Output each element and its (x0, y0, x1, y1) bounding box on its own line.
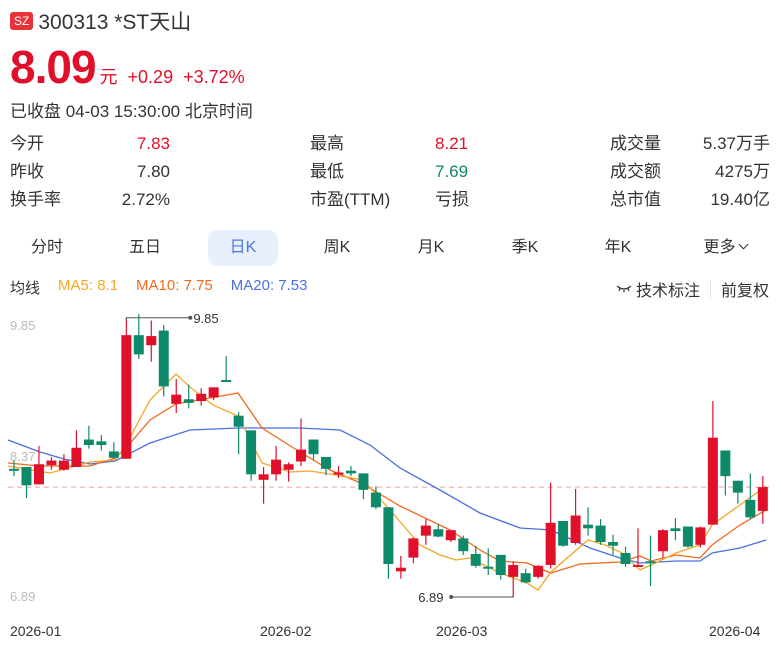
stat-value: 5.37万手 (702, 134, 770, 153)
stock-title-row: SZ 300313 *ST天山 (10, 8, 191, 34)
x-tick-feb: 2026-02 (260, 623, 312, 639)
divider (709, 280, 711, 298)
price-unit: 元 (99, 67, 118, 87)
ma10-value: MA10: 7.75 (136, 277, 213, 294)
stat-value: 2.72% (121, 190, 170, 209)
tab-yearly-k[interactable]: 年K (604, 239, 632, 256)
annotate-label: 技术标注 (635, 283, 700, 300)
x-tick-apr: 2026-04 (709, 623, 761, 639)
svg-text:6.89: 6.89 (418, 590, 443, 605)
tab-quarterly-k[interactable]: 季K (511, 239, 539, 256)
y-tick-min: 6.89 (10, 589, 36, 604)
tab-monthly-k[interactable]: 月K (417, 239, 445, 256)
period-tabs: 分时 五日 日K 周K 月K 季K 年K 更多 (0, 230, 781, 268)
x-tick-jan: 2026-01 (10, 623, 62, 639)
ma-title: 均线 (10, 280, 41, 297)
ma5-value: MA5: 8.1 (58, 277, 119, 294)
stat-label: 成交量 (610, 134, 661, 153)
tab-more[interactable]: 更多 (690, 230, 760, 266)
stat-label: 最低 (310, 162, 344, 181)
tab-more-label: 更多 (703, 239, 736, 256)
tab-five-day[interactable]: 五日 (128, 239, 161, 256)
stat-label: 市盈(TTM) (310, 190, 391, 209)
stat-value: 7.83 (136, 134, 170, 153)
stat-value: 8.21 (435, 134, 469, 153)
stat-label: 今开 (10, 134, 44, 153)
stat-value: 亏损 (435, 190, 469, 209)
market-status: 已收盘 04-03 15:30:00 北京时间 (10, 102, 253, 121)
stock-title: 300313 *ST天山 (38, 11, 192, 34)
ma-legend: 均线 MA5: 8.1 MA10: 7.75 MA20: 7.53 (10, 277, 325, 298)
chart-tools: 技术标注 前复权 (616, 277, 769, 301)
ma20-value: MA20: 7.53 (230, 277, 308, 294)
stat-label: 总市值 (610, 190, 661, 209)
price-change-percent: +3.72% (183, 67, 245, 87)
stat-label: 昨收 (10, 162, 44, 181)
price-change: +0.29 (127, 67, 174, 87)
stat-value: 7.69 (435, 162, 469, 181)
market-badge: SZ (10, 12, 34, 30)
current-price: 8.09 (10, 41, 97, 93)
svg-text:9.85: 9.85 (193, 311, 218, 326)
stat-value: 4275万 (715, 162, 770, 181)
tab-daily-k[interactable]: 日K (208, 230, 278, 266)
adjust-button[interactable]: 前复权 (720, 283, 769, 300)
stat-label: 最高 (310, 134, 344, 153)
annotate-button[interactable]: 技术标注 (616, 277, 700, 301)
tab-intraday[interactable]: 分时 (30, 239, 63, 256)
stat-value: 7.80 (136, 162, 170, 181)
eye-closed-icon (616, 285, 632, 293)
chevron-down-icon (738, 239, 748, 250)
price-row: 8.09 元 +0.29 +3.72% (10, 42, 245, 92)
stat-value: 19.40亿 (710, 190, 770, 209)
y-tick-mid: 8.37 (10, 449, 36, 464)
stat-label: 换手率 (10, 190, 61, 209)
y-tick-max: 9.85 (10, 318, 36, 333)
x-tick-mar: 2026-03 (436, 623, 488, 639)
tab-weekly-k[interactable]: 周K (323, 239, 351, 256)
stat-label: 成交额 (610, 162, 661, 181)
